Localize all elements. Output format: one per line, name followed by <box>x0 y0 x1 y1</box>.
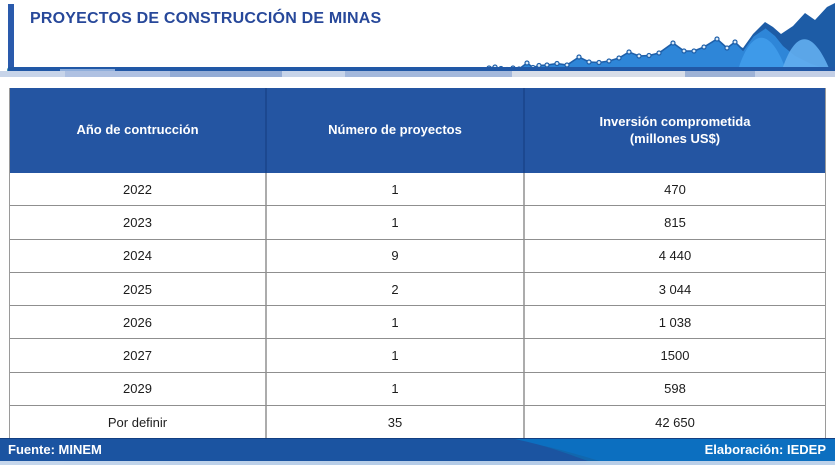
table-cell-investment: 815 <box>523 206 825 239</box>
footer-swoosh-decoration <box>0 439 600 461</box>
strip-segment <box>512 71 685 77</box>
column-header-investment: Inversión comprometida (millones US$) <box>523 88 825 173</box>
table-cell-year: 2027 <box>123 348 152 364</box>
table-row: 2026 1 1 038 <box>10 305 825 339</box>
table-cell-investment: 470 <box>523 173 825 206</box>
trend-marker-dot <box>606 58 612 64</box>
title-accent-bar <box>8 4 14 68</box>
table-row: 2022 1 470 <box>10 173 825 206</box>
table-cell-investment: 42 650 <box>523 406 825 439</box>
trend-marker-dot <box>554 60 560 67</box>
strip-segment <box>170 71 282 77</box>
trend-marker-dot <box>576 54 582 60</box>
elaboration-label: Elaboración: IEDEP <box>704 442 826 457</box>
table-cell-projects: 1 <box>265 372 523 406</box>
table-cell-year: 2023 <box>123 214 152 230</box>
table-row: 2027 1 1500 <box>10 338 825 372</box>
column-header-year-label: Año de contrucción <box>76 122 199 138</box>
table-cell-investment: 4 440 <box>523 239 825 272</box>
data-table: Año de contrucción Número de proyectos I… <box>9 88 826 440</box>
strip-segment <box>65 71 170 77</box>
table-cell-projects: 1 <box>265 206 523 239</box>
trend-marker-dot <box>626 49 632 55</box>
trend-marker-dot <box>714 36 720 42</box>
column-header-projects-label: Número de proyectos <box>328 122 462 138</box>
table-body: 2022 1 470 2023 1 815 2024 9 4 440 2025 2 3 044 2026… <box>10 173 825 439</box>
header-divider-shadow-strip <box>0 71 835 77</box>
table-cell-year: 2029 <box>123 381 152 397</box>
table-cell-year: 2026 <box>123 314 152 330</box>
table-cell-projects: 35 <box>265 406 523 439</box>
table-row: 2024 9 4 440 <box>10 238 825 272</box>
source-label: Fuente: MINEM <box>8 442 102 457</box>
table-cell-investment: 598 <box>523 372 825 406</box>
trend-marker-dot <box>616 55 622 61</box>
table-cell-projects: 1 <box>265 306 523 339</box>
growth-trend-decoration-chart <box>475 3 835 73</box>
strip-segment <box>282 71 345 77</box>
table-cell-projects: 9 <box>265 239 523 272</box>
table-header-row: Año de contrucción Número de proyectos I… <box>10 88 825 173</box>
table-cell-year: 2024 <box>123 248 152 264</box>
column-header-projects: Número de proyectos <box>265 88 523 173</box>
header-divider-line <box>8 67 835 71</box>
strip-segment <box>0 71 65 77</box>
trend-marker-dot <box>524 60 530 66</box>
table-cell-year: 2025 <box>123 281 152 297</box>
table-cell-investment: 3 044 <box>523 272 825 306</box>
trend-marker-dot <box>691 48 697 54</box>
trend-marker-dot <box>670 40 676 46</box>
trend-marker-dot <box>646 52 652 59</box>
table-cell-year: 2022 <box>123 181 152 197</box>
trend-marker-dot <box>586 59 592 65</box>
table-row: 2025 2 3 044 <box>10 271 825 306</box>
column-header-year: Año de contrucción <box>10 88 265 173</box>
trend-marker-dot <box>656 50 662 56</box>
table-row: 2023 1 815 <box>10 205 825 239</box>
trend-marker-dot <box>701 44 707 50</box>
table-cell-projects: 2 <box>265 272 523 306</box>
column-header-investment-line2: (millones US$) <box>629 130 721 146</box>
light-bell-1 <box>737 37 787 73</box>
trend-marker-dot <box>681 48 687 54</box>
footer-bar: Fuente: MINEM Elaboración: IEDEP <box>0 438 835 461</box>
table-cell-projects: 1 <box>265 339 523 372</box>
light-bell-2 <box>781 39 831 73</box>
trend-marker-dot <box>732 39 738 45</box>
table-cell-investment: 1 038 <box>523 306 825 339</box>
trend-marker-dot <box>724 45 730 51</box>
column-header-investment-line1: Inversión comprometida <box>599 113 751 129</box>
trend-marker-dot <box>636 53 642 59</box>
table-row: Por definir 35 42 650 <box>10 405 825 439</box>
strip-segment <box>685 71 755 77</box>
table-cell-projects: 1 <box>265 173 523 206</box>
strip-segment <box>755 71 835 77</box>
table-cell-investment: 1500 <box>523 339 825 372</box>
page-title: PROYECTOS DE CONSTRUCCIÓN DE MINAS <box>30 10 382 27</box>
table-row: 2029 1 598 <box>10 371 825 406</box>
strip-segment <box>345 71 512 77</box>
table-cell-year: Por definir <box>107 414 168 430</box>
trend-marker-dot <box>596 59 602 66</box>
bottom-light-strip <box>0 461 835 465</box>
